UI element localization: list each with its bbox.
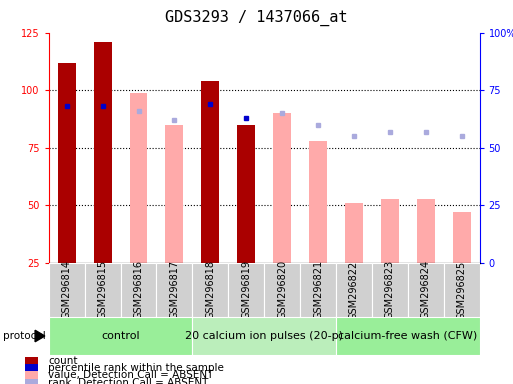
Text: 20 calcium ion pulses (20-p): 20 calcium ion pulses (20-p) — [185, 331, 343, 341]
Bar — [85, 263, 121, 317]
Text: GSM296824: GSM296824 — [421, 260, 431, 319]
Bar — [408, 263, 444, 317]
Text: GSM296823: GSM296823 — [385, 260, 395, 319]
Bar — [345, 203, 363, 263]
Bar — [192, 317, 336, 355]
Bar — [444, 263, 480, 317]
Text: protocol: protocol — [3, 331, 45, 341]
Bar — [156, 263, 192, 317]
Bar — [309, 141, 327, 263]
Text: calcium-free wash (CFW): calcium-free wash (CFW) — [338, 331, 478, 341]
Bar — [49, 317, 192, 355]
Bar — [201, 81, 220, 263]
Bar — [237, 125, 255, 263]
Bar — [57, 63, 75, 263]
Bar — [25, 371, 38, 379]
Bar — [25, 364, 38, 372]
Bar — [336, 263, 372, 317]
Text: rank, Detection Call = ABSENT: rank, Detection Call = ABSENT — [48, 377, 208, 384]
Bar — [372, 263, 408, 317]
Bar — [300, 263, 336, 317]
Bar — [228, 263, 264, 317]
Text: GSM296819: GSM296819 — [241, 260, 251, 319]
Text: percentile rank within the sample: percentile rank within the sample — [48, 363, 224, 373]
Bar — [417, 199, 435, 263]
Bar — [336, 317, 480, 355]
Bar — [129, 93, 148, 263]
Text: GSM296818: GSM296818 — [205, 260, 215, 319]
Bar — [452, 212, 470, 263]
Bar — [93, 42, 112, 263]
Bar — [25, 357, 38, 365]
Text: GSM296822: GSM296822 — [349, 260, 359, 319]
Text: GDS3293 / 1437066_at: GDS3293 / 1437066_at — [165, 10, 348, 26]
Text: GSM296817: GSM296817 — [169, 260, 180, 319]
Bar — [237, 125, 255, 263]
Bar — [165, 125, 183, 263]
Bar — [273, 113, 291, 263]
Text: GSM296821: GSM296821 — [313, 260, 323, 319]
Bar — [192, 263, 228, 317]
Text: GSM296815: GSM296815 — [97, 260, 108, 319]
Bar — [381, 199, 399, 263]
Text: GSM296820: GSM296820 — [277, 260, 287, 319]
Text: GSM296814: GSM296814 — [62, 260, 72, 319]
Text: GSM296816: GSM296816 — [133, 260, 144, 319]
Bar — [25, 379, 38, 384]
Text: count: count — [48, 356, 77, 366]
Bar — [121, 263, 156, 317]
Text: control: control — [101, 331, 140, 341]
Polygon shape — [35, 330, 45, 342]
Text: value, Detection Call = ABSENT: value, Detection Call = ABSENT — [48, 370, 213, 381]
Bar — [49, 263, 85, 317]
Bar — [264, 263, 300, 317]
Text: GSM296825: GSM296825 — [457, 260, 467, 319]
